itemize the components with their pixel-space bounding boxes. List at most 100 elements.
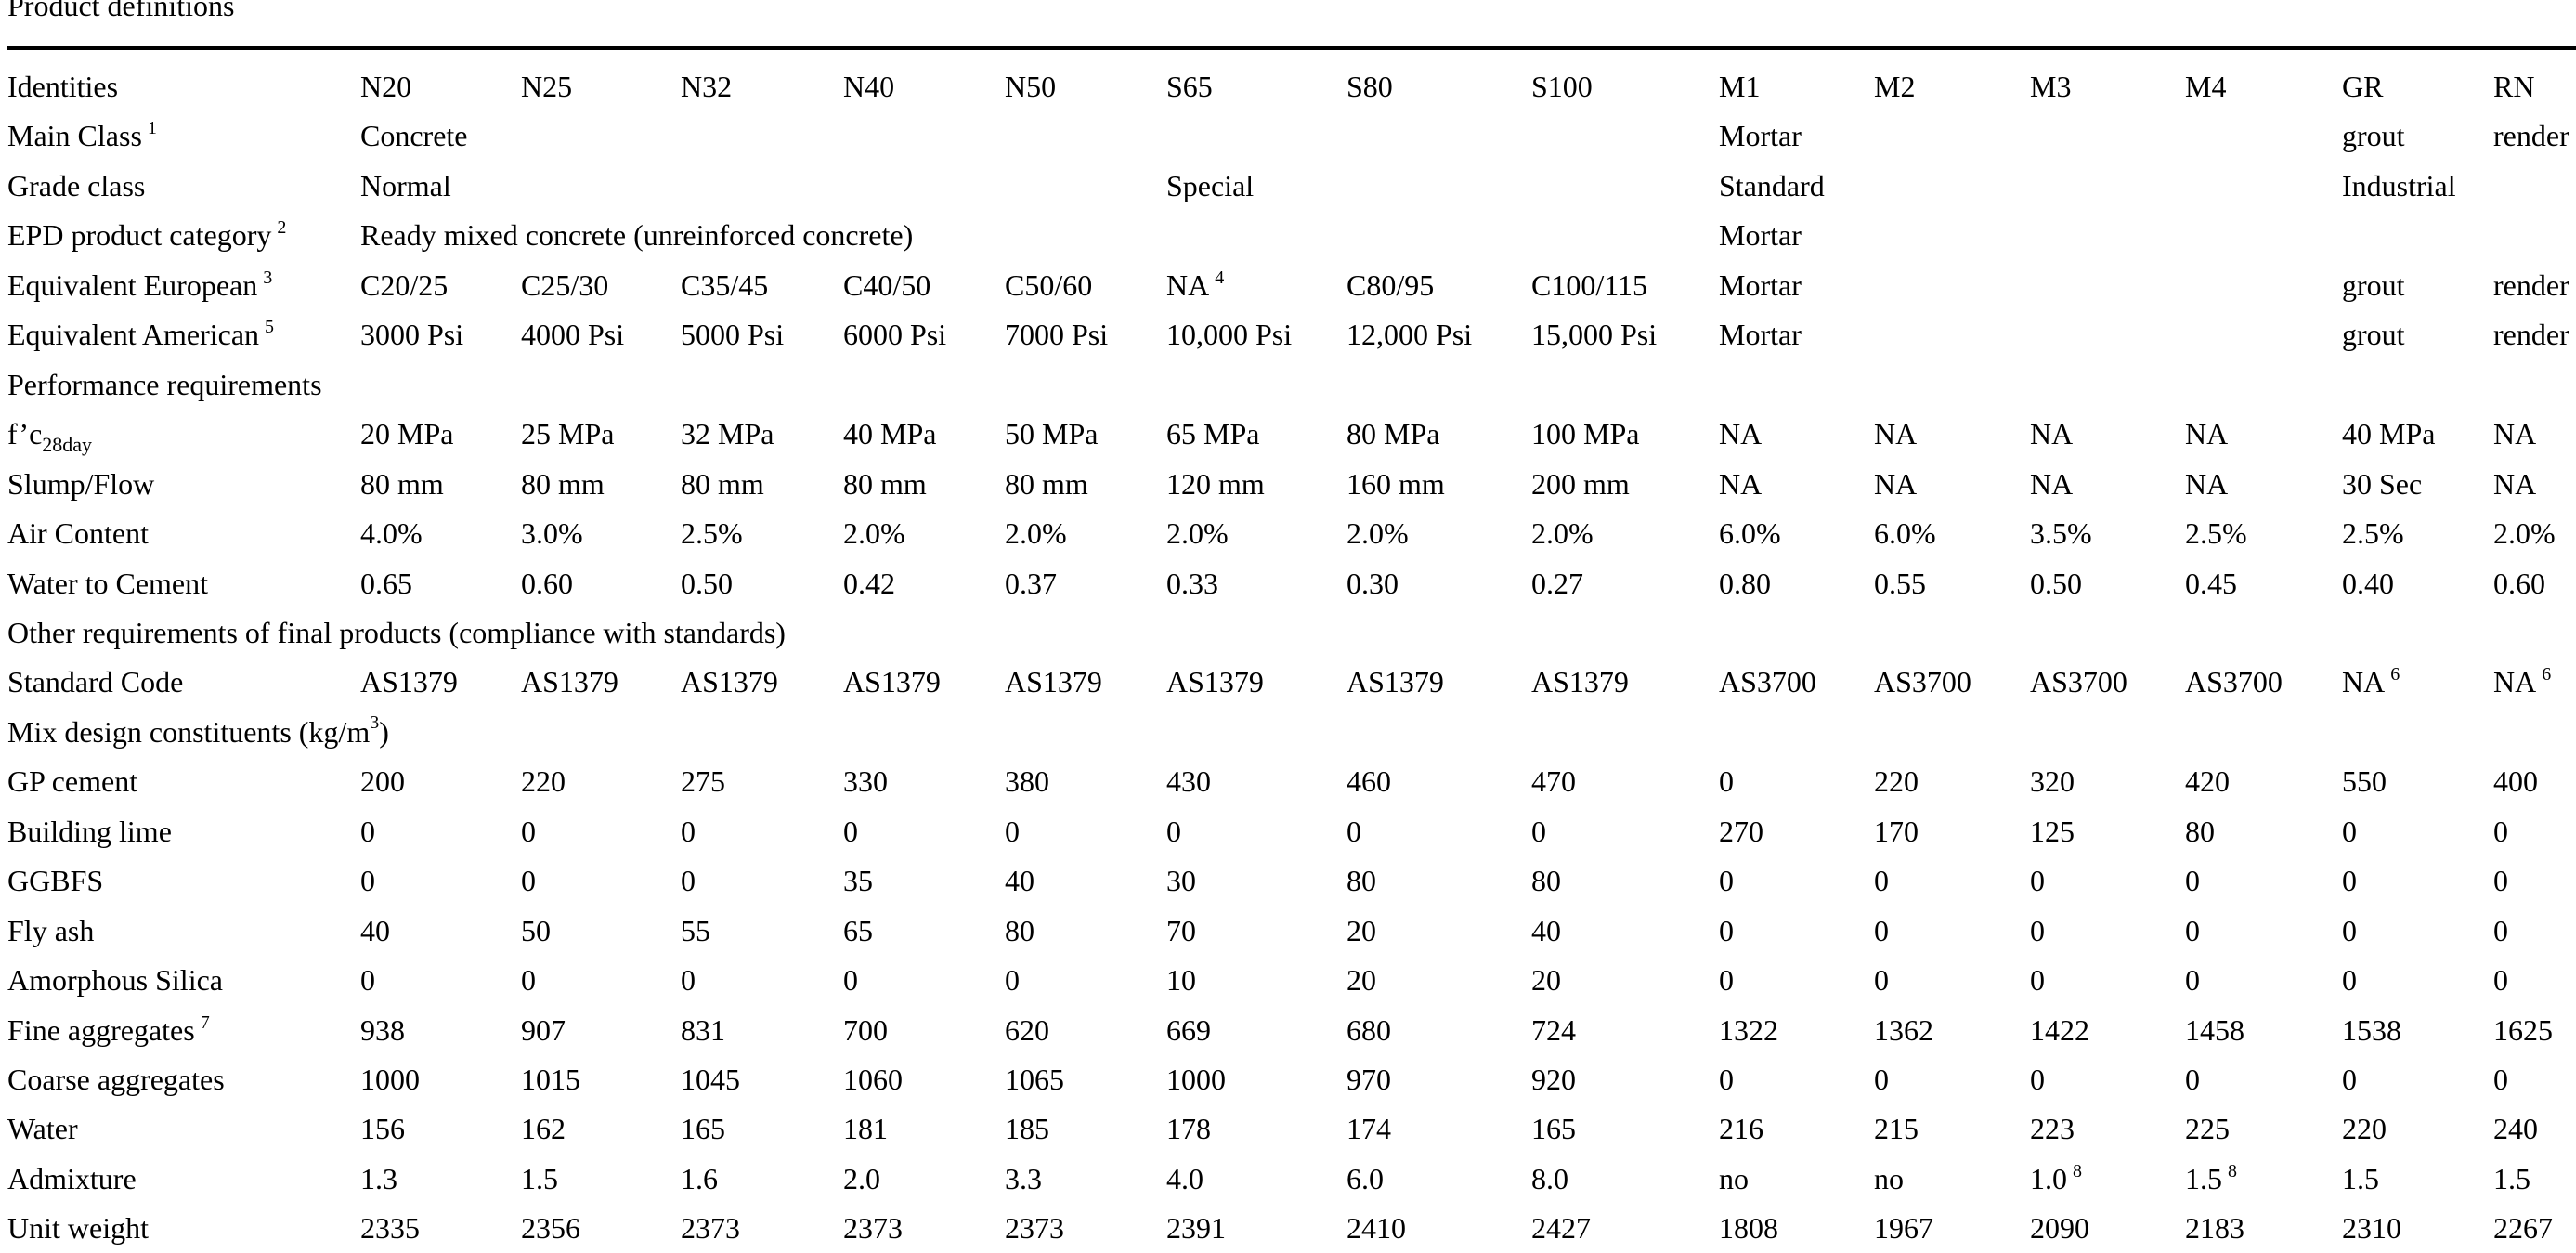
cell-rn: 0 [2493, 907, 2508, 956]
cell-value: N32 [681, 70, 733, 103]
row-label-text: Coarse aggregates [7, 1063, 225, 1096]
cell-value: 2.0% [1531, 516, 1594, 551]
cell-n20: 156 [360, 1104, 405, 1154]
table-row: f’c28day 20 MPa 25 MPa 32 MPa 40 MPa 50 MPa 65… [0, 410, 2576, 459]
cell-value: 4.0 [1166, 1161, 1203, 1195]
cell-m4: NA [2185, 460, 2228, 509]
cell-gr: 0 [2342, 856, 2357, 906]
cell-value: S100 [1531, 70, 1593, 103]
cell-m3: AS3700 [2030, 658, 2127, 707]
cell-n40: 2.0 [843, 1155, 880, 1204]
row-label: Unit weight [7, 1204, 149, 1253]
cell-s65: 430 [1166, 757, 1211, 806]
cell-value: 20 [1531, 963, 1561, 998]
cell-s80: 2.0% [1347, 509, 1409, 558]
cell-s65: 4.0 [1166, 1155, 1203, 1204]
cell-value: 80 [1005, 913, 1034, 947]
cell-value: 0.27 [1531, 566, 1583, 600]
cell-n50: 7000 Psi [1005, 310, 1108, 359]
cell-value: 165 [681, 1112, 725, 1146]
cell-s100: 0.27 [1531, 559, 1583, 608]
cell-value: 0 [360, 864, 375, 898]
cell-s80: 20 [1347, 907, 1376, 956]
cell-gr: grout [2342, 261, 2405, 310]
cell-value: 6000 Psi [843, 318, 947, 352]
cell-n20: 80 mm [360, 460, 444, 509]
cell-value: 0 [1874, 913, 1889, 947]
cell-value: 170 [1874, 814, 1919, 848]
cell-value: Ready mixed concrete (unreinforced concr… [360, 218, 914, 253]
cell-value: 2.5% [681, 516, 743, 551]
cell-n32: N32 [681, 62, 732, 111]
cell-n50: N50 [1005, 62, 1056, 111]
cell-m4: 80 [2185, 807, 2215, 856]
cell-n20: 4.0% [360, 509, 423, 558]
cell-n20: 1000 [360, 1055, 420, 1104]
cell-value: grout [2342, 119, 2405, 153]
cell-value: 920 [1531, 1063, 1576, 1096]
cell-rn: render [2493, 261, 2569, 310]
cell-m1: 6.0% [1719, 509, 1781, 558]
cell-value: 400 [2493, 764, 2538, 799]
cell-m2: 0.55 [1874, 559, 1926, 608]
cell-value: 550 [2342, 764, 2387, 799]
cell-s80: 80 [1347, 856, 1376, 906]
cell-value: 0 [521, 814, 536, 848]
cell-value: 270 [1719, 814, 1763, 848]
cell-value: 0 [1166, 814, 1181, 848]
cell-s80: 0 [1347, 807, 1361, 856]
cell-value: 6.0% [1719, 516, 1781, 551]
cell-value: 2.0% [1005, 516, 1067, 551]
row-label-text: Amorphous Silica [7, 963, 223, 998]
cell-value: grout [2342, 318, 2405, 352]
table-row: Admixture 1.3 1.5 1.6 2.0 3.3 4.0 6.0 8.0 no no 1.0… [0, 1155, 2576, 1204]
cell-value: 0 [2493, 913, 2508, 947]
cell-value: 0 [2342, 913, 2357, 947]
row-label-text: EPD product category [7, 218, 272, 253]
cell-n40: 1060 [843, 1055, 903, 1104]
cell-value: 1625 [2493, 1012, 2553, 1047]
cell-value: M4 [2185, 70, 2227, 103]
cell-s80: 174 [1347, 1104, 1391, 1154]
cell-value: 200 mm [1531, 466, 1630, 501]
cell-value: C20/25 [360, 268, 449, 302]
cell-value: 0 [1874, 864, 1889, 898]
cell-m4: 225 [2185, 1104, 2230, 1154]
cell-gr: 1.5 [2342, 1155, 2379, 1204]
cell-value: 831 [681, 1012, 725, 1047]
cell-value: 40 [1531, 913, 1561, 947]
cell-gr: 0 [2342, 1055, 2357, 1104]
cell-value: N40 [843, 70, 895, 103]
cell-n40: C40/50 [843, 261, 930, 310]
cell-s100: 8.0 [1531, 1155, 1568, 1204]
row-label: f’c28day [7, 410, 92, 462]
cell-gr: 220 [2342, 1104, 2387, 1154]
cell-value: render [2493, 268, 2569, 302]
cell-value: 0 [2030, 963, 2045, 998]
cell-value: AS1379 [681, 665, 778, 699]
cell-rn: 2267 [2493, 1204, 2553, 1253]
cell-value: 2.0% [843, 516, 905, 551]
cell-m1: 0.80 [1719, 559, 1771, 608]
cell-value: 65 [843, 913, 873, 947]
cell-s100: 2.0% [1531, 509, 1594, 558]
cell-value: 2.0% [1166, 516, 1229, 551]
cell-value: C50/60 [1005, 268, 1093, 302]
footnote-marker: 7 [200, 1012, 210, 1033]
cell-value: 0 [2493, 1063, 2508, 1096]
cell-m4: 2183 [2185, 1204, 2244, 1253]
cell-gr: 30 Sec [2342, 460, 2422, 509]
cell-value: 1.5 [2493, 1161, 2530, 1195]
cell-m1: Mortar [1719, 211, 1802, 260]
cell-value: 0 [2185, 913, 2200, 947]
cell-m1: Mortar [1719, 261, 1802, 310]
cell-n25: 0 [521, 807, 536, 856]
cell-s100: 920 [1531, 1055, 1576, 1104]
cell-s65: 30 [1166, 856, 1196, 906]
cell-s65: 669 [1166, 1006, 1211, 1055]
cell-value: 1322 [1719, 1012, 1778, 1047]
cell-m3: 3.5% [2030, 509, 2092, 558]
cell-value: 0 [843, 814, 858, 848]
cell-n32: 0 [681, 956, 696, 1005]
cell-s80: C80/95 [1347, 261, 1434, 310]
